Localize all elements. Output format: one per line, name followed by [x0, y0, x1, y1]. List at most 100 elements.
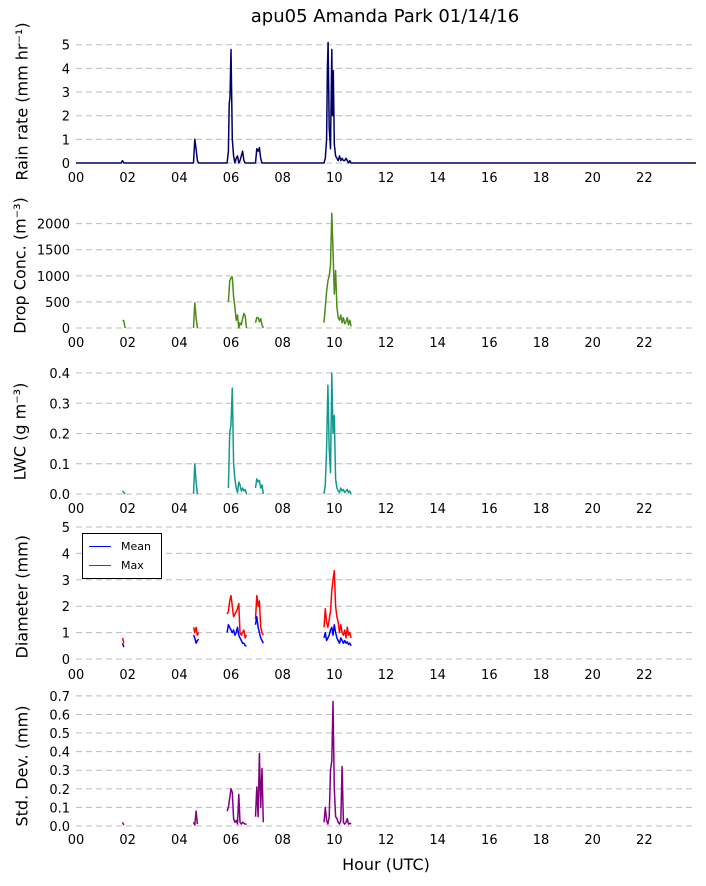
y-tick-label: 0.0 [49, 488, 70, 503]
legend-entry-max: Max [89, 558, 144, 572]
x-tick-label: 22 [636, 336, 653, 351]
series-line [323, 623, 352, 647]
x-tick-label: 08 [274, 833, 291, 848]
x-tick-label: 00 [68, 336, 85, 351]
x-tick-label: 16 [481, 336, 498, 351]
series-line [192, 463, 199, 495]
x-tick-label: 20 [584, 833, 601, 848]
x-tick-label: 18 [533, 833, 550, 848]
y-axis-label-lwc: LWC (g m⁻³) [10, 382, 30, 481]
y-axis-label-rain-rate: Rain rate (mm hr⁻¹) [12, 22, 32, 181]
x-tick-label: 06 [223, 502, 240, 517]
x-tick-label: 16 [481, 833, 498, 848]
y-tick-label: 2 [62, 600, 70, 615]
series-line [227, 276, 248, 329]
x-tick-label: 00 [68, 833, 85, 848]
x-tick-label: 14 [429, 502, 446, 517]
x-tick-label: 08 [274, 502, 291, 517]
series-line [76, 41, 696, 164]
x-tick-label: 06 [223, 336, 240, 351]
series-line [323, 569, 352, 639]
x-tick-label: 08 [274, 171, 291, 186]
x-tick-label: 12 [378, 336, 395, 351]
series-line [192, 810, 199, 826]
x-tick-label: 06 [223, 833, 240, 848]
x-tick-label: 22 [636, 668, 653, 683]
x-tick-label: 18 [533, 171, 550, 186]
y-tick-label: 0.2 [49, 428, 70, 443]
series-line [226, 623, 247, 647]
series-line [254, 616, 264, 644]
x-tick-label: 06 [223, 668, 240, 683]
x-tick-label: 02 [119, 668, 136, 683]
y-tick-label: 5 [62, 39, 70, 54]
series-line [227, 387, 248, 495]
series-line [121, 490, 126, 495]
x-tick-label: 14 [429, 336, 446, 351]
series-line [323, 700, 352, 825]
x-tick-label: 18 [533, 668, 550, 683]
x-tick-label: 04 [171, 668, 188, 683]
x-tick-label: 12 [378, 502, 395, 517]
y-tick-label: 2 [62, 110, 70, 125]
x-tick-label: 10 [326, 502, 343, 517]
legend-label-max: Max [121, 558, 144, 572]
x-tick-label: 16 [481, 668, 498, 683]
x-tick-label: 22 [636, 833, 653, 848]
x-tick-label: 10 [326, 336, 343, 351]
x-tick-label: 00 [68, 668, 85, 683]
x-tick-label: 04 [171, 502, 188, 517]
x-tick-label: 06 [223, 171, 240, 186]
y-tick-label: 5 [62, 521, 70, 536]
x-tick-label: 20 [584, 502, 601, 517]
y-axis-label-std-dev: Std. Dev. (mm) [12, 705, 32, 827]
x-tick-label: 18 [533, 502, 550, 517]
y-tick-label: 0 [62, 322, 70, 337]
x-tick-label: 16 [481, 171, 498, 186]
series-line [192, 302, 199, 329]
y-tick-label: 1500 [37, 244, 70, 259]
legend-entry-mean: Mean [89, 539, 151, 553]
series-line [254, 594, 264, 636]
x-tick-label: 04 [171, 833, 188, 848]
y-tick-label: 1 [62, 133, 70, 148]
y-tick-label: 0 [62, 653, 70, 668]
series-line [121, 637, 125, 644]
y-tick-label: 3 [62, 574, 70, 589]
y-axis-label-diameter: Diameter (mm) [12, 535, 32, 659]
series-line [254, 316, 264, 329]
y-tick-label: 0.5 [49, 727, 70, 742]
y-tick-label: 0.2 [49, 783, 70, 798]
x-axis-label: Hour (UTC) [342, 855, 430, 874]
x-tick-label: 20 [584, 171, 601, 186]
y-axis-label-drop-conc: Drop Conc. (m⁻³) [10, 197, 30, 334]
x-tick-label: 02 [119, 336, 136, 351]
x-tick-label: 04 [171, 336, 188, 351]
legend-line-max [89, 564, 111, 566]
x-tick-label: 08 [274, 336, 291, 351]
y-tick-label: 0.1 [49, 458, 70, 473]
y-tick-label: 0.4 [49, 746, 70, 761]
y-tick-label: 4 [62, 547, 70, 562]
y-tick-label: 0.3 [49, 397, 70, 412]
x-tick-label: 10 [326, 668, 343, 683]
y-tick-label: 3 [62, 86, 70, 101]
x-tick-label: 14 [429, 171, 446, 186]
x-tick-label: 22 [636, 502, 653, 517]
x-tick-label: 12 [378, 668, 395, 683]
series-line [254, 752, 265, 823]
series-line [121, 642, 125, 648]
y-tick-label: 0.3 [49, 764, 70, 779]
x-tick-label: 04 [171, 171, 188, 186]
x-tick-label: 10 [326, 171, 343, 186]
series-line [121, 821, 125, 826]
x-tick-label: 18 [533, 336, 550, 351]
y-tick-label: 0.7 [49, 690, 70, 705]
series-line [323, 372, 352, 495]
y-tick-label: 0.4 [49, 367, 70, 382]
x-tick-label: 22 [636, 171, 653, 186]
y-tick-label: 1000 [37, 270, 70, 285]
x-tick-label: 14 [429, 833, 446, 848]
x-tick-label: 00 [68, 502, 85, 517]
